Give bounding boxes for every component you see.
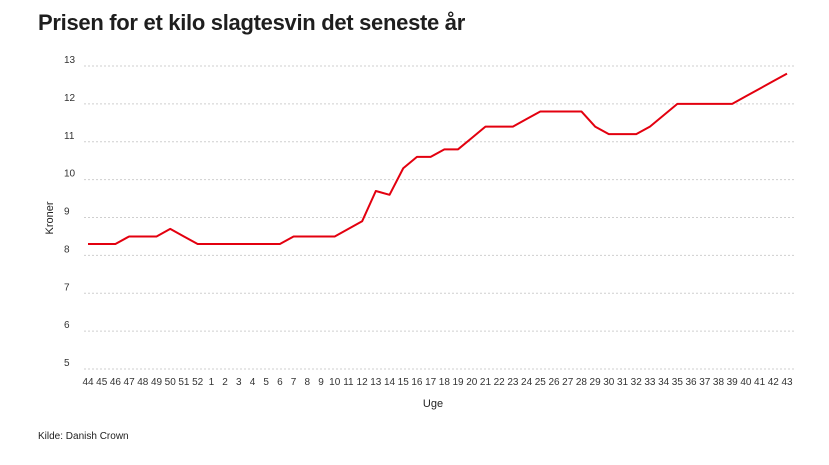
x-tick-label: 27: [562, 377, 574, 388]
x-tick-label: 30: [603, 377, 615, 388]
x-tick-label: 17: [425, 377, 437, 388]
x-tick-label: 31: [617, 377, 629, 388]
x-tick-label: 23: [507, 377, 519, 388]
x-tick-label: 25: [535, 377, 547, 388]
x-tick-label: 19: [452, 377, 464, 388]
x-tick-label: 47: [124, 377, 136, 388]
x-tick-label: 36: [685, 377, 697, 388]
x-tick-label: 34: [658, 377, 670, 388]
x-tick-label: 46: [110, 377, 122, 388]
x-tick-label: 12: [357, 377, 369, 388]
x-tick-label: 38: [713, 377, 725, 388]
x-axis-label: Uge: [423, 398, 443, 410]
x-tick-label: 51: [178, 377, 190, 388]
x-tick-label: 9: [318, 377, 324, 388]
x-tick-label: 26: [548, 377, 560, 388]
x-tick-label: 28: [576, 377, 588, 388]
x-tick-label: 8: [305, 377, 311, 388]
x-axis-ticks: 44 45 46 47 48 49 50 51 52 1 2 3 4 5 6 7 8 9 10 11 12 13 14 15 1…: [82, 377, 793, 388]
x-tick-label: 43: [781, 377, 793, 388]
y-tick-label: 6: [64, 320, 70, 331]
x-tick-label: 10: [329, 377, 341, 388]
x-tick-label: 2: [222, 377, 228, 388]
x-tick-label: 14: [384, 377, 396, 388]
x-tick-label: 6: [277, 377, 283, 388]
x-tick-label: 22: [494, 377, 506, 388]
x-tick-label: 41: [754, 377, 766, 388]
x-tick-label: 33: [644, 377, 656, 388]
x-tick-label: 42: [768, 377, 780, 388]
y-axis-label: Kroner: [44, 201, 56, 234]
y-tick-label: 11: [64, 131, 75, 142]
y-tick-label: 13: [64, 55, 76, 66]
y-tick-label: 5: [64, 358, 70, 369]
x-tick-label: 18: [439, 377, 451, 388]
x-tick-label: 50: [165, 377, 177, 388]
x-tick-label: 35: [672, 377, 684, 388]
x-tick-label: 45: [96, 377, 108, 388]
x-tick-label: 15: [398, 377, 410, 388]
x-tick-label: 49: [151, 377, 163, 388]
x-tick-label: 40: [740, 377, 752, 388]
y-axis-ticks: 5 6 7 8 9 10 11 12 13: [64, 55, 76, 369]
x-tick-label: 44: [82, 377, 94, 388]
x-tick-label: 39: [727, 377, 739, 388]
x-tick-label: 32: [631, 377, 643, 388]
x-tick-label: 3: [236, 377, 242, 388]
x-tick-label: 11: [343, 377, 354, 388]
y-tick-label: 10: [64, 169, 76, 180]
y-tick-label: 8: [64, 244, 70, 255]
x-tick-label: 13: [370, 377, 382, 388]
gridlines: [84, 65, 795, 370]
x-tick-label: 4: [250, 377, 256, 388]
x-tick-label: 16: [411, 377, 423, 388]
x-tick-label: 37: [699, 377, 711, 388]
y-tick-label: 12: [64, 93, 76, 104]
series-line-price: [88, 72, 788, 246]
x-tick-label: 1: [209, 377, 215, 388]
x-tick-label: 7: [291, 377, 297, 388]
chart-title: Prisen for et kilo slagtesvin det senest…: [38, 10, 465, 35]
x-tick-label: 52: [192, 377, 204, 388]
x-tick-label: 24: [521, 377, 533, 388]
x-tick-label: 21: [480, 377, 492, 388]
x-tick-label: 29: [590, 377, 602, 388]
source-note: Kilde: Danish Crown: [38, 431, 129, 442]
x-tick-label: 5: [263, 377, 269, 388]
x-tick-label: 48: [137, 377, 149, 388]
y-tick-label: 9: [64, 207, 70, 218]
x-tick-label: 20: [466, 377, 478, 388]
y-tick-label: 7: [64, 282, 70, 293]
